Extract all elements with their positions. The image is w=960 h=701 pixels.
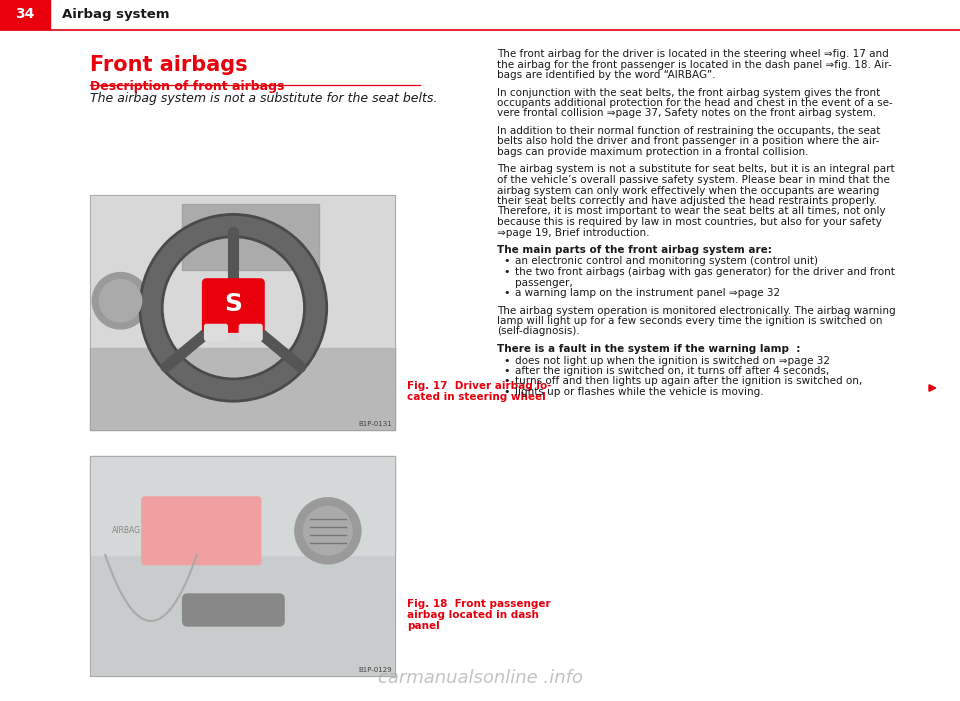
Text: the two front airbags (airbag with gas generator) for the driver and front: the two front airbags (airbag with gas g… [515, 267, 895, 277]
Text: airbag system can only work effectively when the occupants are wearing: airbag system can only work effectively … [497, 186, 879, 196]
Text: The airbag system is not a substitute for the seat belts.: The airbag system is not a substitute fo… [90, 92, 438, 105]
Text: •: • [503, 355, 510, 365]
FancyBboxPatch shape [239, 325, 262, 341]
Text: In conjunction with the seat belts, the front airbag system gives the front: In conjunction with the seat belts, the … [497, 88, 880, 97]
Circle shape [99, 280, 142, 322]
Text: does not light up when the ignition is switched on ⇒page 32: does not light up when the ignition is s… [515, 355, 830, 365]
Text: •: • [503, 376, 510, 386]
FancyBboxPatch shape [203, 279, 264, 332]
Text: Therefore, it is most important to wear the seat belts at all times, not only: Therefore, it is most important to wear … [497, 207, 886, 217]
Text: Front airbags: Front airbags [90, 55, 248, 75]
Text: lights up or flashes while the vehicle is moving.: lights up or flashes while the vehicle i… [515, 387, 763, 397]
Text: •: • [503, 267, 510, 277]
Text: Fig. 17  Driver airbag lo-: Fig. 17 Driver airbag lo- [407, 381, 551, 391]
Text: ⇒page 19, Brief introduction.: ⇒page 19, Brief introduction. [497, 228, 650, 238]
Text: (self-diagnosis).: (self-diagnosis). [497, 327, 580, 336]
Text: cated in steering wheel: cated in steering wheel [407, 392, 545, 402]
Text: occupants additional protection for the head and chest in the event of a se-: occupants additional protection for the … [497, 98, 893, 108]
Text: because this is required by law in most countries, but also for your safety: because this is required by law in most … [497, 217, 882, 227]
Text: The front airbag for the driver is located in the steering wheel ⇒fig. 17 and: The front airbag for the driver is locat… [497, 49, 889, 59]
Circle shape [92, 273, 149, 329]
Text: B1P-0129: B1P-0129 [358, 667, 392, 673]
Text: Description of front airbags: Description of front airbags [90, 80, 284, 93]
Text: bags are identified by the word “AIRBAG”.: bags are identified by the word “AIRBAG”… [497, 70, 715, 80]
Text: belts also hold the driver and front passenger in a position where the air-: belts also hold the driver and front pas… [497, 137, 879, 147]
Text: vere frontal collision ⇒page 37, Safety notes on the front airbag system.: vere frontal collision ⇒page 37, Safety … [497, 109, 876, 118]
Text: S: S [225, 292, 242, 316]
Text: carmanualsonline .info: carmanualsonline .info [377, 669, 583, 687]
Text: AIRBAG: AIRBAG [112, 526, 141, 536]
Text: their seat belts correctly and have adjusted the head restraints properly.: their seat belts correctly and have adju… [497, 196, 877, 206]
Bar [0, 0, 50, 29]
Text: turns off and then lights up again after the ignition is switched on,: turns off and then lights up again after… [515, 376, 862, 386]
Bar [90, 456, 395, 555]
Text: Fig. 18  Front passenger: Fig. 18 Front passenger [407, 599, 551, 609]
Text: The main parts of the front airbag system are:: The main parts of the front airbag syste… [497, 245, 772, 255]
Bar [90, 456, 395, 676]
Text: an electronic control and monitoring system (control unit): an electronic control and monitoring sys… [515, 257, 818, 266]
Bar [90, 456, 395, 676]
Text: •: • [503, 366, 510, 376]
Text: •: • [503, 257, 510, 266]
Text: In addition to their normal function of restraining the occupants, the seat: In addition to their normal function of … [497, 126, 880, 136]
Text: of the vehicle’s overall passive safety system. Please bear in mind that the: of the vehicle’s overall passive safety … [497, 175, 890, 185]
Text: passenger,: passenger, [515, 278, 573, 287]
FancyBboxPatch shape [182, 594, 284, 626]
FancyBboxPatch shape [204, 325, 228, 341]
Circle shape [303, 507, 352, 555]
Text: panel: panel [407, 621, 440, 631]
Text: a warning lamp on the instrument panel ⇒page 32: a warning lamp on the instrument panel ⇒… [515, 288, 780, 298]
Text: airbag located in dash: airbag located in dash [407, 610, 539, 620]
Text: the airbag for the front passenger is located in the dash panel ⇒fig. 18. Air-: the airbag for the front passenger is lo… [497, 60, 892, 69]
Bar [181, 205, 319, 270]
Bar [90, 195, 395, 430]
Text: B1P-0131: B1P-0131 [358, 421, 392, 427]
Text: bags can provide maximum protection in a frontal collision.: bags can provide maximum protection in a… [497, 147, 808, 157]
Text: after the ignition is switched on, it turns off after 4 seconds,: after the ignition is switched on, it tu… [515, 366, 829, 376]
Text: •: • [503, 288, 510, 298]
Text: lamp will light up for a few seconds every time the ignition is switched on: lamp will light up for a few seconds eve… [497, 316, 882, 326]
Circle shape [295, 498, 361, 564]
Bar [90, 195, 395, 430]
Text: There is a fault in the system if the warning lamp  :: There is a fault in the system if the wa… [497, 344, 801, 354]
Text: 34: 34 [15, 8, 35, 22]
FancyBboxPatch shape [142, 497, 261, 564]
Text: The airbag system is not a substitute for seat belts, but it is an integral part: The airbag system is not a substitute fo… [497, 165, 895, 175]
Bar [90, 348, 395, 430]
Text: •: • [503, 387, 510, 397]
Text: Airbag system: Airbag system [62, 8, 170, 21]
Text: The airbag system operation is monitored electronically. The airbag warning: The airbag system operation is monitored… [497, 306, 896, 315]
